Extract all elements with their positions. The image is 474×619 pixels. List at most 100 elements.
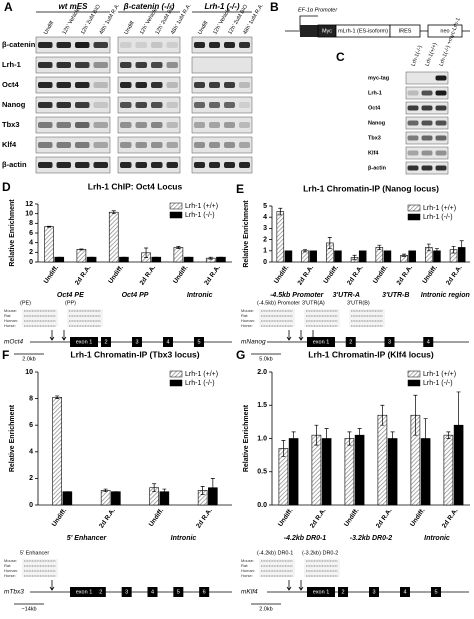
blot-band [38, 82, 53, 88]
blot-band [239, 102, 250, 108]
bar [278, 448, 289, 506]
blot-strip [117, 56, 181, 74]
lane-label: Lrh-1(+/+) [425, 42, 439, 67]
blot-band [194, 122, 205, 128]
panel-letter: G [236, 348, 245, 362]
species-label: Mouse: [241, 558, 254, 563]
scale-label: ~14kb [21, 606, 36, 612]
blot-band [194, 42, 205, 48]
exon-label: 5 [177, 589, 180, 595]
error-bar [291, 431, 296, 446]
exon-label: 2 [341, 589, 344, 595]
x-tick-label: 2d R.A. [195, 507, 214, 530]
chart-title: Lrh-1 ChIP: Oct4 Locus [88, 181, 183, 191]
blot-band [435, 120, 447, 126]
exon-box [345, 337, 356, 347]
error-bar [176, 246, 181, 249]
exon-label: 5 [434, 589, 437, 595]
x-tick-label: 2d R.A. [98, 507, 117, 530]
error-bar [347, 431, 352, 446]
species-label: Human: [241, 568, 255, 573]
row-label: Oct4 [368, 105, 381, 111]
species-label: Mouse: [241, 308, 254, 313]
blot-band [194, 82, 205, 88]
blot-band [166, 42, 178, 48]
error-bar [423, 418, 428, 459]
blot-band [421, 120, 433, 126]
exon-box [307, 337, 335, 347]
exon-label: 3 [135, 339, 138, 345]
blot-band [407, 165, 419, 171]
exon-label: 2 [99, 589, 102, 595]
group-header: wt mES [59, 2, 89, 11]
blot-strip [35, 116, 111, 134]
error-bar [426, 243, 431, 252]
error-bar [111, 210, 116, 215]
exon-label: 2 [349, 339, 352, 345]
blot-band [120, 162, 132, 168]
group-label: -4.5kb Promoter [270, 292, 325, 299]
exon-box [132, 337, 142, 347]
group-label: Intronic [424, 535, 450, 542]
site-arrow [298, 580, 304, 591]
blot-band [151, 42, 163, 48]
exon-box [147, 587, 158, 597]
blot-band [407, 105, 419, 111]
blot-band [93, 42, 108, 48]
blot-band [56, 42, 71, 48]
lane-label: Undiff [124, 20, 137, 36]
exon-label: 2 [104, 339, 107, 345]
x-tick-label: Undiff. [343, 507, 361, 528]
panel-letter: E [236, 182, 244, 196]
y-tick-label: 4 [29, 449, 33, 456]
x-tick-label: 2d R.A. [375, 507, 394, 530]
y-axis-title: Relative Enrichment [9, 199, 16, 267]
blot-band [75, 122, 90, 128]
lane-label: Lrh-1(-/-) +myc-Lrh-1 [439, 17, 462, 67]
construct-label: Myc [322, 28, 332, 34]
lane-label: Lrh-1(-/-) [411, 45, 424, 68]
region-label: (PE) [20, 300, 31, 306]
y-tick-label: 1 [263, 248, 267, 255]
blot-band [224, 42, 235, 48]
species-label: Horse: [4, 323, 16, 328]
x-tick-label: 2d R.A. [309, 507, 328, 530]
blot-band [209, 42, 220, 48]
bar [377, 414, 388, 506]
blot-band [120, 142, 132, 148]
bar [309, 250, 317, 263]
error-bar [459, 240, 464, 255]
blot-strip [35, 136, 111, 154]
x-tick-label: Undiff. [273, 264, 291, 285]
error-bar [162, 488, 167, 495]
legend-swatch [169, 202, 183, 210]
y-tick-label: 6 [29, 230, 33, 237]
blot-strip [191, 76, 253, 94]
region-label: 3'UTR(A) [302, 300, 325, 306]
blot-band [75, 42, 90, 48]
exon-box [163, 337, 173, 347]
x-tick-label: Undiff. [43, 264, 61, 285]
blot-band [239, 82, 250, 88]
group-label: Intronic [187, 292, 213, 299]
species-label: Mouse: [4, 308, 17, 313]
blot-band [194, 142, 205, 148]
bar [54, 256, 65, 263]
bar [334, 250, 342, 263]
row-label: β-actin [368, 165, 387, 171]
bar [86, 256, 97, 263]
exon-box [431, 587, 441, 597]
row-label: Oct4 [2, 80, 20, 89]
error-bar [402, 253, 407, 257]
bar [151, 256, 162, 263]
construct-label: neo [440, 28, 449, 34]
sequence-block [22, 309, 58, 327]
group-label: -4.2kb DR0-1 [284, 535, 327, 542]
blot-band [135, 122, 147, 128]
blot-strip [117, 76, 181, 94]
blot-band [421, 165, 433, 171]
blot-band [435, 105, 447, 111]
blot-band [38, 122, 53, 128]
sequence-block [259, 559, 295, 577]
